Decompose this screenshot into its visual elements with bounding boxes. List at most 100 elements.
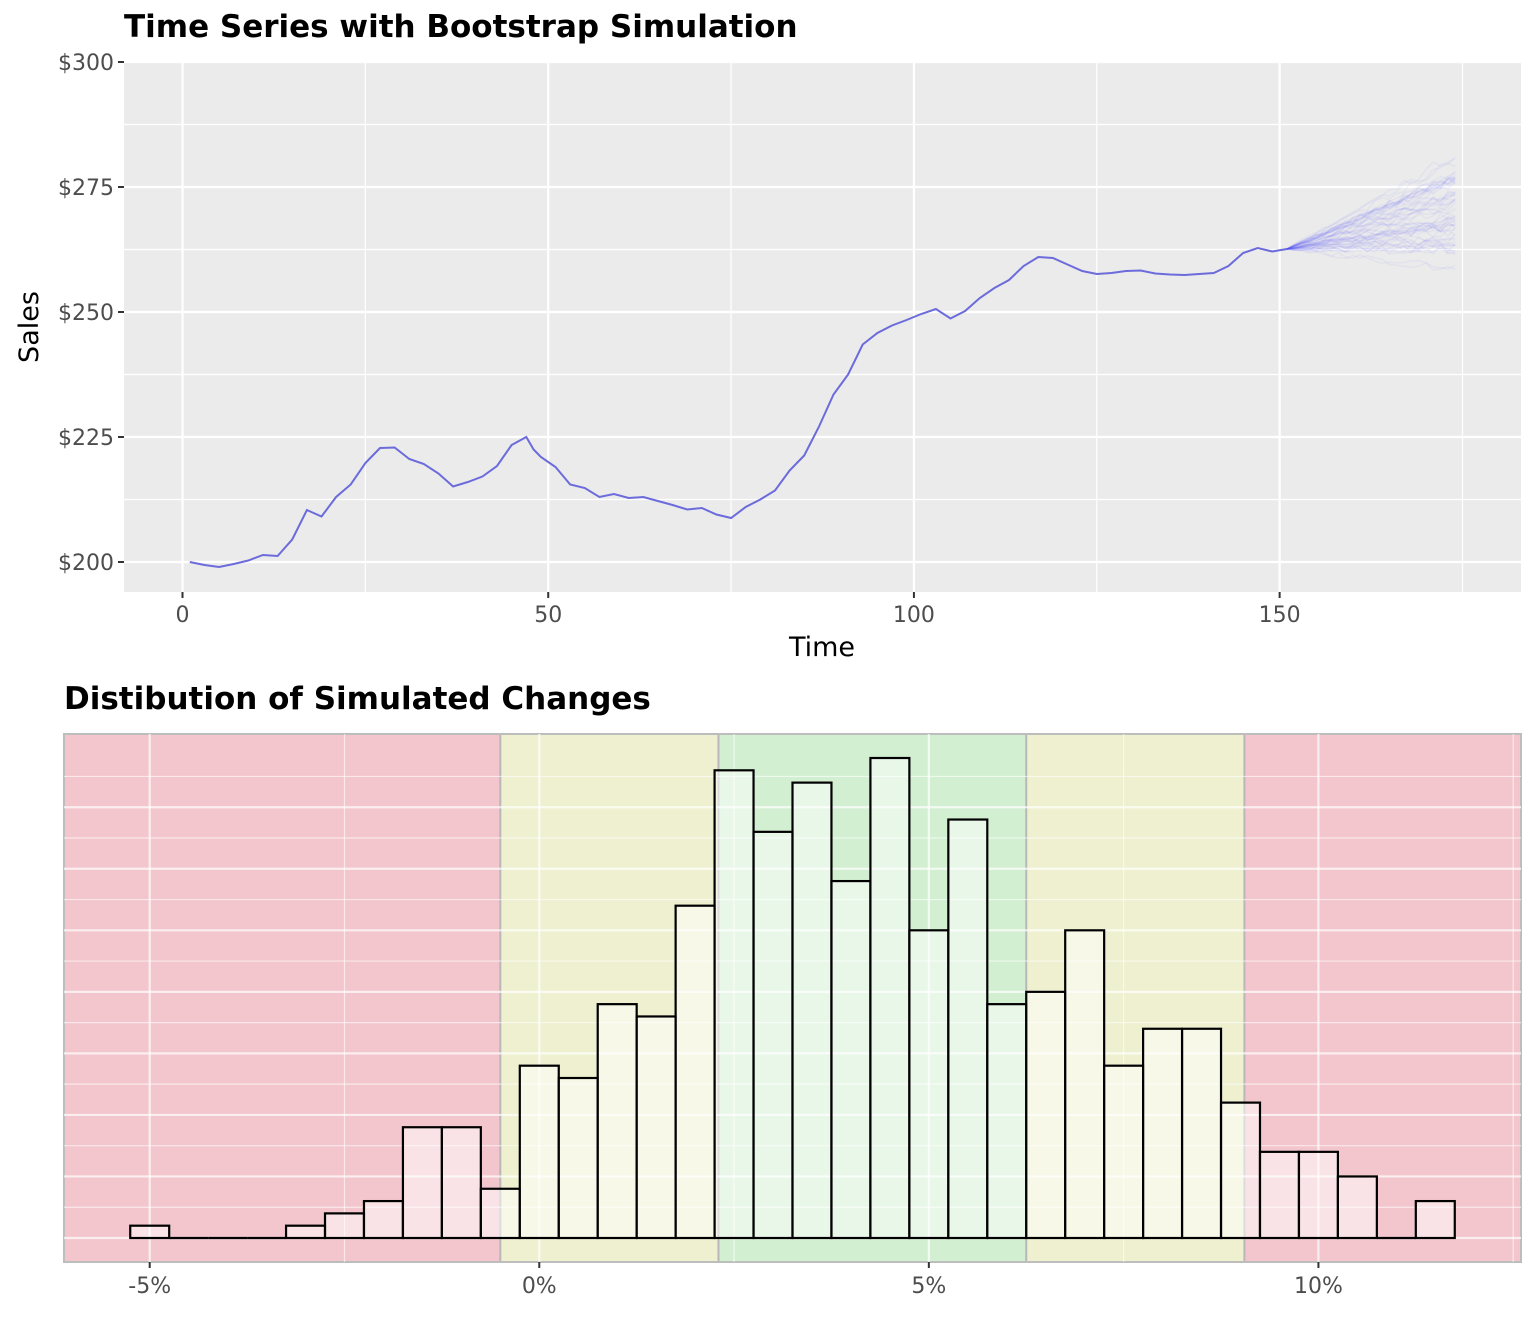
simulation-path (1286, 171, 1456, 250)
top-y-tick-label: $250 (58, 301, 114, 326)
histogram-bar (1414, 1199, 1456, 1240)
simulation-path (1286, 233, 1456, 251)
simulation-path (1286, 200, 1456, 250)
histogram-bar (284, 1224, 327, 1240)
bottom-x-axis-ticks: -5% 0% 5% 10% (128, 1262, 1343, 1299)
simulation-path (1286, 212, 1456, 250)
histogram-bar (830, 879, 872, 1240)
bottom-x-tick-label: -5% (128, 1274, 171, 1299)
histogram-bar (596, 1003, 638, 1240)
simulation-path (1286, 226, 1456, 250)
histogram-bar (713, 769, 755, 1240)
histogram-bar (1142, 1027, 1184, 1240)
top-y-tick-label: $225 (58, 426, 114, 451)
simulation-path (1286, 222, 1456, 250)
simulation-path (1286, 241, 1456, 251)
top-y-axis-ticks: $200 $225 $250 $275 $300 (58, 51, 124, 576)
simulation-path (1286, 248, 1456, 271)
top-y-tick-label: $300 (58, 51, 114, 76)
top-y-tick-label: $275 (58, 176, 114, 201)
histogram-bar (947, 818, 989, 1240)
top-x-tick-label: 50 (534, 603, 562, 628)
simulation-path (1286, 198, 1456, 250)
simulation-path (1286, 157, 1456, 250)
simulation-path (1286, 171, 1456, 250)
bottom-x-tick-label: 0% (522, 1274, 557, 1299)
bootstrap-simulation-paths (1286, 157, 1456, 271)
simulation-path (1286, 248, 1456, 270)
histogram-bar (908, 929, 950, 1240)
simulation-path (1286, 177, 1456, 250)
histogram-bar (1297, 1150, 1340, 1240)
histogram-bar (1258, 1150, 1301, 1240)
simulation-path (1286, 236, 1456, 251)
simulation-path (1286, 192, 1456, 250)
simulation-path (1286, 217, 1456, 250)
simulation-path (1286, 176, 1456, 250)
simulation-path (1286, 176, 1456, 250)
simulation-path (1286, 193, 1456, 250)
top-x-axis-ticks: 0 50 100 150 (176, 592, 1301, 628)
simulation-path (1286, 162, 1456, 250)
simulation-path (1286, 244, 1456, 254)
simulation-path (1286, 178, 1456, 250)
simulation-path (1286, 215, 1456, 250)
simulation-path (1286, 220, 1456, 250)
histogram-bar (557, 1076, 599, 1240)
histogram-bar (791, 781, 833, 1240)
simulation-path (1286, 198, 1456, 250)
sales-series-line (189, 246, 1288, 569)
simulation-path (1286, 191, 1456, 250)
x-axis-title: Time (788, 632, 855, 663)
histogram-bar (752, 830, 794, 1240)
simulation-path (1286, 194, 1456, 250)
simulation-path (1286, 224, 1456, 250)
histogram-bar (1180, 1027, 1223, 1240)
bottom-panel-border (63, 733, 1522, 1263)
histogram-bar (1219, 1101, 1262, 1240)
simulation-path (1286, 196, 1456, 250)
simulation-path (1286, 224, 1456, 250)
top-plot-panel (124, 62, 1521, 592)
simulation-path (1286, 178, 1456, 250)
histogram-bar (440, 1126, 482, 1240)
simulation-path (1286, 208, 1456, 250)
simulation-path (1286, 219, 1456, 250)
simulation-path (1286, 157, 1456, 250)
histogram-bar (1064, 929, 1106, 1240)
simulation-path (1286, 223, 1456, 250)
histogram-bar (401, 1126, 443, 1240)
top-x-tick-label: 100 (893, 603, 935, 628)
bottom-chart-title: Distibution of Simulated Changes (64, 681, 651, 717)
histogram-bar (1103, 1064, 1145, 1240)
simulation-path (1286, 237, 1456, 251)
simulation-path (1286, 177, 1456, 250)
histogram-bar (1025, 990, 1067, 1240)
top-gridlines (124, 60, 1521, 592)
simulation-path (1286, 220, 1456, 250)
bottom-x-tick-label: 10% (1294, 1274, 1343, 1299)
histogram-bar (635, 1015, 677, 1240)
bottom-x-tick-label: 5% (911, 1274, 946, 1299)
simulation-path (1286, 193, 1456, 250)
simulation-path (1286, 190, 1456, 250)
histogram-bar (479, 1187, 521, 1240)
simulation-path (1286, 176, 1456, 250)
simulation-path (1286, 212, 1456, 250)
histogram-bar (129, 1224, 171, 1240)
histogram-bars (129, 756, 1456, 1240)
simulation-path (1286, 247, 1456, 255)
simulation-path (1286, 226, 1456, 250)
simulation-path (1286, 178, 1456, 250)
simulation-path (1286, 199, 1456, 250)
simulation-path (1286, 181, 1456, 250)
top-chart-title: Time Series with Bootstrap Simulation (124, 9, 798, 45)
simulation-path (1286, 175, 1456, 250)
top-x-tick-label: 150 (1259, 603, 1301, 628)
simulation-path (1286, 238, 1456, 250)
simulation-path (1286, 242, 1456, 254)
simulation-path (1286, 238, 1456, 251)
time-series-chart: Time Series with Bootstrap Simulation 0 5… (14, 9, 1521, 663)
top-y-tick-label: $200 (58, 551, 114, 576)
simulation-path (1286, 243, 1456, 256)
